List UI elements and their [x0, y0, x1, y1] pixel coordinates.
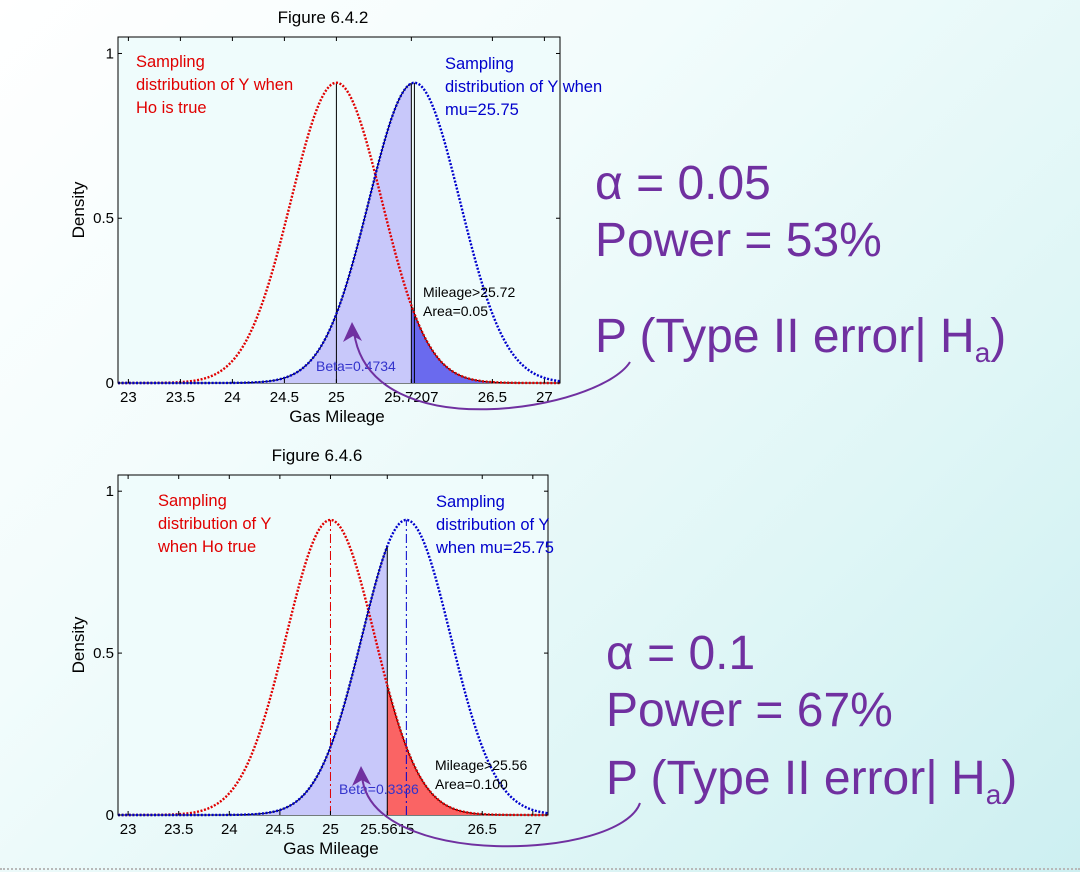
type2-error-label-1: P (Type II error| H [595, 310, 975, 363]
type2-error-close-1: ) [990, 310, 1007, 363]
ha-label-line: distribution of Y [436, 516, 549, 534]
type2-error-sub-1: a [974, 337, 991, 368]
x-tick-label: 23.5 [166, 389, 195, 406]
x-tick-label: 24 [221, 821, 238, 838]
x-tick-label: 25 [328, 389, 345, 406]
h0-density-curve [118, 518, 548, 817]
alpha-text-2: α = 0.1 [606, 627, 756, 680]
y-tick-label: 0.5 [93, 210, 114, 227]
type2-error-label-2: P (Type II error| H [606, 752, 986, 805]
chart-title: Figure 6.4.6 [272, 446, 363, 465]
x-axis-label: Gas Mileage [283, 839, 378, 858]
chart-2: 23 23.5 24 24.5 25 25.5615 26.5 27 0 0.5 1 Figure 6… [69, 446, 641, 858]
alpha-text-1: α = 0.05 [595, 157, 771, 210]
h0-density-curve [118, 81, 560, 385]
ha-label-line: mu=25.75 [445, 101, 519, 119]
x-tick-label: 24.5 [270, 389, 299, 406]
h0-label-line: Sampling [136, 53, 205, 71]
h0-label-line: Ho is true [136, 99, 207, 117]
bottom-dotted-rule [0, 868, 1080, 870]
ha-label-line: Sampling [445, 55, 514, 73]
beta-label: Beta=0.4734 [316, 358, 396, 374]
x-tick-label: 23.5 [164, 821, 193, 838]
ha-density-curve [118, 518, 549, 817]
callout-arrow-head [343, 322, 362, 342]
beta-area [118, 546, 388, 815]
y-axis-label: Density [69, 616, 88, 673]
power-text-2: Power = 67% [606, 684, 893, 737]
x-tick-label: 23 [120, 821, 137, 838]
mileage-label: Mileage>25.56 [435, 757, 527, 773]
callout-arrow-line [361, 775, 641, 848]
h0-label-line: Sampling [158, 492, 227, 510]
chart-title: Figure 6.4.2 [278, 8, 369, 27]
area-label: Area=0.100 [435, 776, 508, 792]
callout-arrow-line [353, 331, 631, 411]
area-label: Area=0.05 [423, 303, 488, 319]
y-tick-label: 0 [106, 807, 114, 824]
x-tick-label: 26.5 [468, 821, 497, 838]
y-tick-label: 0 [106, 375, 114, 392]
x-tick-label: 25.5615 [360, 821, 414, 838]
beta-label: Beta=0.3336 [339, 781, 419, 797]
alpha-area [411, 305, 560, 383]
y-tick-label: 1 [106, 45, 114, 62]
power-text-1: Power = 53% [595, 214, 882, 267]
x-tick-label: 24.5 [265, 821, 294, 838]
x-axis-label: Gas Mileage [289, 407, 384, 426]
y-tick-label: 0.5 [93, 645, 114, 662]
type2-error-close-2: ) [1001, 752, 1018, 805]
callout-arrow-head [352, 766, 371, 786]
beta-area [118, 83, 412, 384]
x-tick-label: 26.5 [478, 389, 507, 406]
type2-error-text-1: P (Type II error| Ha) [595, 313, 1006, 367]
type2-error-sub-2: a [985, 779, 1002, 810]
ha-label-line: when mu=25.75 [435, 539, 554, 557]
x-tick-label: 24 [224, 389, 241, 406]
x-tick-label: 27 [524, 821, 541, 838]
h0-label-line: when Ho true [157, 538, 256, 556]
x-tick-label: 23 [120, 389, 137, 406]
h0-label-line: distribution of Y [158, 515, 271, 533]
alpha-area [387, 685, 548, 815]
type2-error-text-2: P (Type II error| Ha) [606, 755, 1017, 809]
h0-label-line: distribution of Y when [136, 76, 293, 94]
ha-label-line: distribution of Y when [445, 78, 602, 96]
x-tick-label: 25 [322, 821, 339, 838]
y-axis-label: Density [69, 181, 88, 238]
ha-density-curve [118, 81, 561, 385]
ha-label-line: Sampling [436, 493, 505, 511]
mileage-label: Mileage>25.72 [423, 284, 515, 300]
y-tick-label: 1 [106, 483, 114, 500]
